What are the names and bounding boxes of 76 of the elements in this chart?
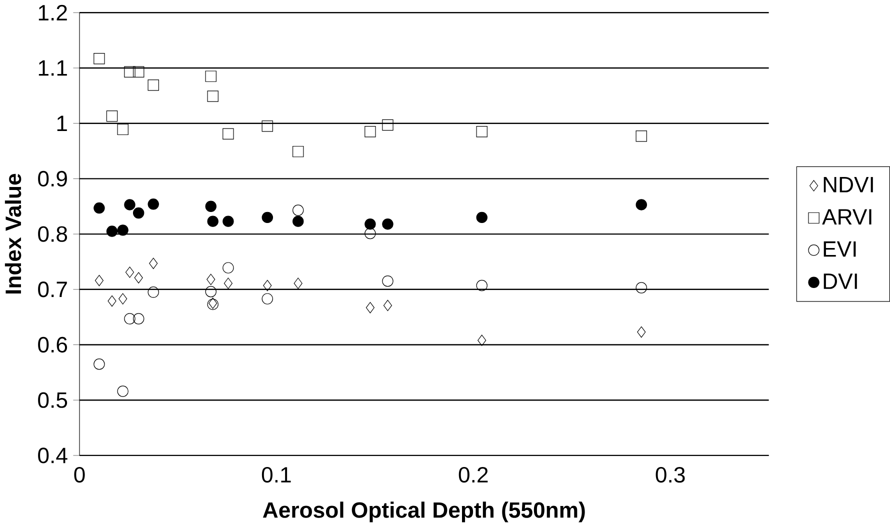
point bbox=[382, 119, 394, 131]
point bbox=[224, 278, 232, 289]
x-tick-label: 0.2 bbox=[458, 466, 488, 483]
point bbox=[292, 216, 304, 227]
legend-label: EVI bbox=[824, 241, 856, 257]
point bbox=[476, 280, 488, 292]
y-tick-label: 1 bbox=[57, 116, 67, 131]
point bbox=[132, 66, 144, 78]
point bbox=[94, 52, 105, 64]
point bbox=[262, 212, 274, 223]
point bbox=[94, 274, 104, 286]
point bbox=[476, 212, 488, 223]
point bbox=[94, 202, 105, 214]
point bbox=[382, 218, 394, 230]
point bbox=[292, 204, 304, 216]
point bbox=[262, 120, 274, 132]
point bbox=[207, 90, 218, 102]
point bbox=[262, 293, 274, 304]
y-tick-label: 0.5 bbox=[38, 392, 68, 408]
point bbox=[117, 386, 128, 397]
point bbox=[125, 266, 134, 278]
point bbox=[149, 258, 158, 269]
point bbox=[207, 216, 218, 227]
y-tick-label: 0.4 bbox=[38, 448, 68, 464]
point bbox=[106, 110, 118, 122]
x-tick-label: 0 bbox=[74, 466, 85, 483]
legend-label: NDVI bbox=[824, 176, 873, 192]
y-tick-label: 1.1 bbox=[38, 60, 67, 76]
legend-label: DVI bbox=[824, 274, 857, 289]
point bbox=[124, 313, 136, 324]
point bbox=[118, 293, 128, 304]
point bbox=[294, 278, 302, 289]
y-tick-label: 0.8 bbox=[38, 226, 68, 242]
x-tick-label: 0.1 bbox=[262, 466, 291, 483]
point bbox=[382, 275, 394, 287]
point bbox=[108, 295, 116, 307]
point bbox=[636, 282, 647, 294]
point bbox=[292, 146, 304, 158]
point bbox=[124, 66, 136, 78]
point bbox=[94, 358, 105, 370]
point bbox=[148, 198, 159, 210]
point bbox=[148, 286, 159, 298]
point bbox=[637, 326, 646, 338]
point bbox=[148, 79, 159, 91]
point bbox=[222, 262, 234, 274]
y-tick-label: 0.7 bbox=[38, 281, 67, 298]
point bbox=[366, 302, 374, 314]
point bbox=[106, 226, 118, 237]
y-tick-label: 0.9 bbox=[38, 170, 67, 186]
y-axis-title: Index Value bbox=[4, 174, 22, 294]
point bbox=[636, 130, 647, 142]
point bbox=[476, 126, 488, 138]
point bbox=[132, 313, 144, 324]
point bbox=[117, 124, 128, 135]
x-tick-label: 0.3 bbox=[656, 466, 685, 483]
point bbox=[222, 216, 234, 227]
point bbox=[132, 207, 144, 219]
point bbox=[117, 224, 128, 236]
point bbox=[205, 200, 216, 212]
point bbox=[134, 272, 143, 284]
point bbox=[205, 70, 216, 82]
point bbox=[364, 126, 376, 138]
x-axis-title: Aerosol Optical Depth (550nm) bbox=[262, 502, 585, 522]
point bbox=[636, 199, 647, 210]
y-tick-label: 0.6 bbox=[38, 336, 68, 352]
y-tick-label: 1.2 bbox=[38, 4, 67, 20]
point bbox=[364, 228, 376, 240]
point bbox=[263, 280, 272, 292]
point bbox=[478, 334, 486, 346]
point bbox=[124, 199, 136, 210]
point bbox=[383, 300, 392, 311]
point bbox=[222, 128, 234, 140]
point bbox=[206, 274, 216, 285]
point bbox=[205, 286, 216, 298]
point bbox=[364, 218, 376, 230]
legend-label: ARVI bbox=[822, 209, 872, 224]
